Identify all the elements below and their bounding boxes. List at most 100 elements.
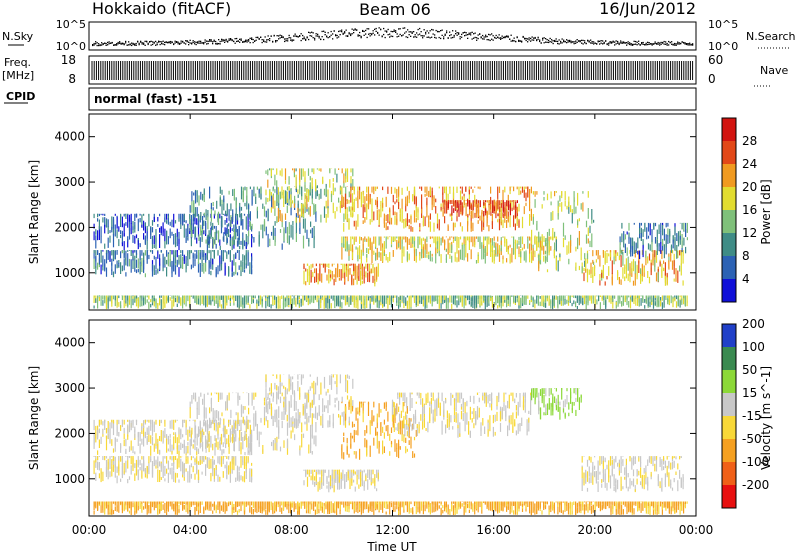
nsky-dot	[286, 38, 287, 39]
nsky-dot	[136, 45, 137, 46]
nsky-dot	[443, 38, 444, 39]
nsky-dot	[539, 40, 540, 41]
nsky-dot	[296, 36, 297, 37]
nsky-dot	[197, 41, 198, 42]
nsky-dot	[641, 43, 642, 44]
nsky-dot	[608, 43, 609, 44]
nsky-dot	[95, 43, 96, 44]
nsky-dot	[118, 42, 119, 43]
nsky-dot	[655, 43, 656, 44]
nsky-dot	[305, 40, 306, 41]
nsky-dot	[269, 40, 270, 41]
nsky-dot	[179, 43, 180, 44]
nsky-dot	[443, 36, 444, 37]
nsky-dot	[416, 32, 417, 33]
nsky-dot	[574, 43, 575, 44]
nsky-dot	[386, 31, 387, 32]
nsky-dot	[392, 36, 393, 37]
power-panel-colorbar-bin	[722, 118, 736, 141]
nsky-dot	[574, 41, 575, 42]
nsky-dot	[553, 43, 554, 44]
nsky-dot	[584, 42, 585, 43]
nsky-dot	[542, 38, 543, 39]
nsky-dot	[493, 35, 494, 36]
nsky-dot	[556, 41, 557, 42]
nsky-dot	[272, 41, 273, 42]
nsky-dot	[427, 30, 428, 31]
nsky-dot	[581, 40, 582, 41]
nsky-dot	[530, 38, 531, 39]
nsky-dot	[689, 44, 690, 45]
nsky-dot	[598, 40, 599, 41]
nsky-dot	[499, 34, 500, 35]
nsky-dot	[670, 42, 671, 43]
nsky-dot	[625, 43, 626, 44]
nsky-dot	[487, 36, 488, 37]
nsky-dot	[313, 37, 314, 38]
nsky-dot	[601, 40, 602, 41]
nsky-dot	[227, 41, 228, 42]
nsky-dot	[260, 37, 261, 38]
nsky-dot	[523, 36, 524, 37]
nsky-dot	[430, 30, 431, 31]
nsky-dot	[239, 42, 240, 43]
nsky-dot	[353, 32, 354, 33]
nsky-dot	[211, 39, 212, 40]
nsky-dot	[308, 32, 309, 33]
nsky-dot	[215, 43, 216, 44]
nsky-dot	[674, 44, 675, 45]
nsky-dot	[350, 34, 351, 35]
nsky-dot	[520, 40, 521, 41]
nsky-dot	[461, 34, 462, 35]
nsky-dot	[94, 44, 95, 45]
nsky-dot	[349, 33, 350, 34]
nsky-dot	[455, 33, 456, 34]
nsky-dot	[652, 44, 653, 45]
nsky-dot	[620, 42, 621, 43]
nsky-dot	[280, 35, 281, 36]
nsky-dot	[445, 34, 446, 35]
nsky-dot	[113, 45, 114, 46]
nsky-dot	[229, 40, 230, 41]
nsky-dot	[232, 39, 233, 40]
nsky-dot	[158, 41, 159, 42]
nsky-dot	[538, 37, 539, 38]
nsky-dot	[376, 28, 377, 29]
nsky-dot	[680, 43, 681, 44]
nsky-dot	[457, 32, 458, 33]
nsky-dot	[164, 42, 165, 43]
nsky-dot	[418, 34, 419, 35]
nsky-dot	[527, 41, 528, 42]
nsky-dot	[235, 43, 236, 44]
nsky-dot	[325, 34, 326, 35]
power-panel-band-11	[94, 296, 687, 310]
nsky-dot	[307, 36, 308, 37]
power-panel-band-0	[94, 250, 252, 277]
nsky-dot	[262, 39, 263, 40]
nsky-dot	[490, 40, 491, 41]
nsky-dot	[314, 39, 315, 40]
nsky-dot	[404, 27, 405, 28]
nsky-dot	[637, 44, 638, 45]
nsky-dot	[577, 39, 578, 40]
nsky-dot	[319, 36, 320, 37]
nsky-dot	[595, 43, 596, 44]
nsky-dot	[328, 32, 329, 33]
nsky-dot	[359, 32, 360, 33]
nsky-dot	[226, 40, 227, 41]
nsky-dot	[185, 43, 186, 44]
nsky-dot	[506, 36, 507, 37]
nsky-dot	[599, 41, 600, 42]
nsky-dot	[155, 41, 156, 42]
nsky-dot	[170, 41, 171, 42]
nsky-dot	[583, 40, 584, 41]
nsky-dot	[661, 42, 662, 43]
nsky-dot	[241, 38, 242, 39]
nsky-dot	[661, 44, 662, 45]
nsky-dot	[671, 41, 672, 42]
nsky-dot	[311, 36, 312, 37]
nsky-dot	[568, 40, 569, 41]
nsky-dot	[478, 38, 479, 39]
nsky-dot	[394, 29, 395, 30]
